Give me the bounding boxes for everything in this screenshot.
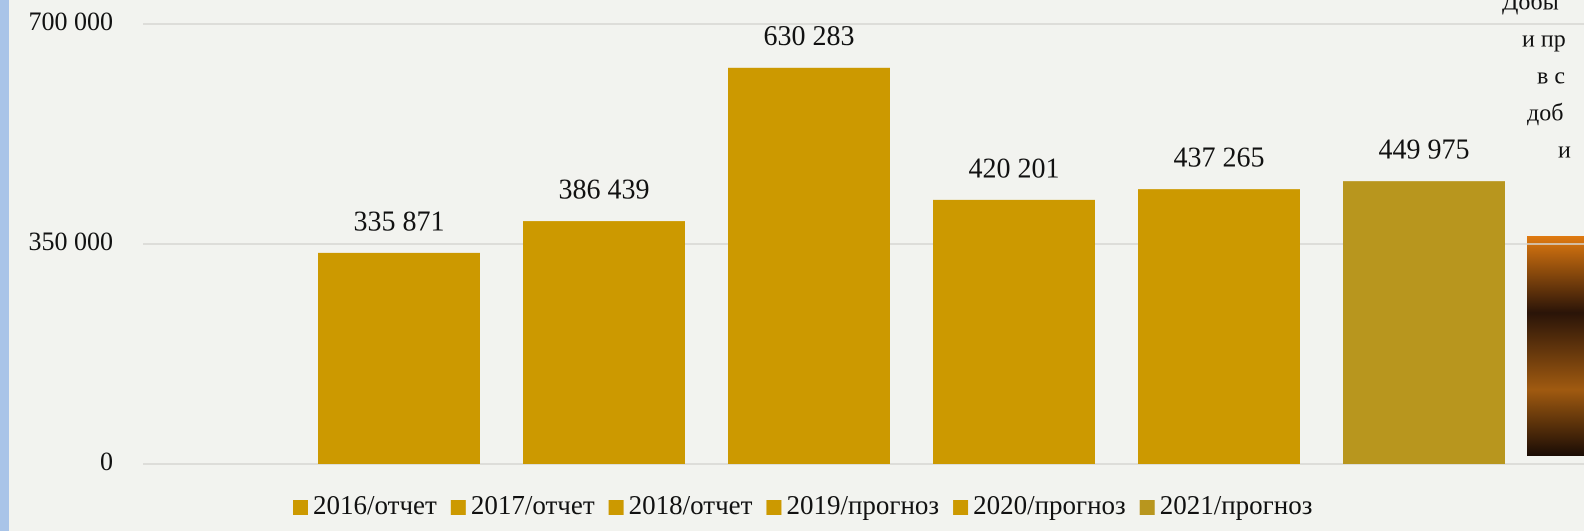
legend-label: 2020/прогноз bbox=[973, 490, 1126, 520]
note-line: и пр bbox=[1522, 27, 1566, 53]
legend-swatch bbox=[609, 500, 624, 515]
legend-label: 2021/прогноз bbox=[1160, 490, 1313, 520]
bar bbox=[318, 253, 480, 464]
legend-label: 2018/отчет bbox=[629, 490, 753, 520]
note-line: Добы bbox=[1502, 0, 1559, 16]
bar bbox=[1138, 189, 1300, 464]
value-label: 335 871 bbox=[354, 206, 445, 237]
chart: 0 350 000 700 000 335 871 386 439 630 283 420 … bbox=[0, 0, 1584, 531]
bar bbox=[728, 68, 890, 464]
value-label: 386 439 bbox=[559, 175, 650, 206]
photo bbox=[1527, 236, 1584, 456]
note-line: в с bbox=[1537, 64, 1565, 90]
legend-swatch bbox=[953, 500, 968, 515]
value-label: 420 201 bbox=[969, 153, 1060, 184]
legend-label: 2016/отчет bbox=[313, 490, 437, 520]
legend-swatch bbox=[451, 500, 466, 515]
legend-swatch bbox=[766, 500, 781, 515]
bar bbox=[933, 200, 1095, 464]
note-line: и bbox=[1558, 138, 1571, 164]
legend-swatch bbox=[293, 500, 308, 515]
y-tick-label: 700 000 bbox=[29, 7, 114, 36]
legend-label: 2019/прогноз bbox=[786, 490, 939, 520]
legend-swatch bbox=[1140, 500, 1155, 515]
note-line: доб bbox=[1527, 101, 1563, 127]
y-tick-label: 350 000 bbox=[29, 227, 114, 256]
side-stripe bbox=[0, 0, 9, 531]
bar bbox=[1343, 181, 1505, 464]
y-tick-label: 0 bbox=[100, 447, 113, 476]
value-label: 630 283 bbox=[764, 21, 855, 52]
value-label: 449 975 bbox=[1379, 135, 1470, 166]
page: {"chart_data": {"type": "bar", "categori… bbox=[0, 0, 1584, 531]
legend-label: 2017/отчет bbox=[471, 490, 595, 520]
bar bbox=[523, 221, 685, 464]
value-label: 437 265 bbox=[1174, 143, 1265, 174]
